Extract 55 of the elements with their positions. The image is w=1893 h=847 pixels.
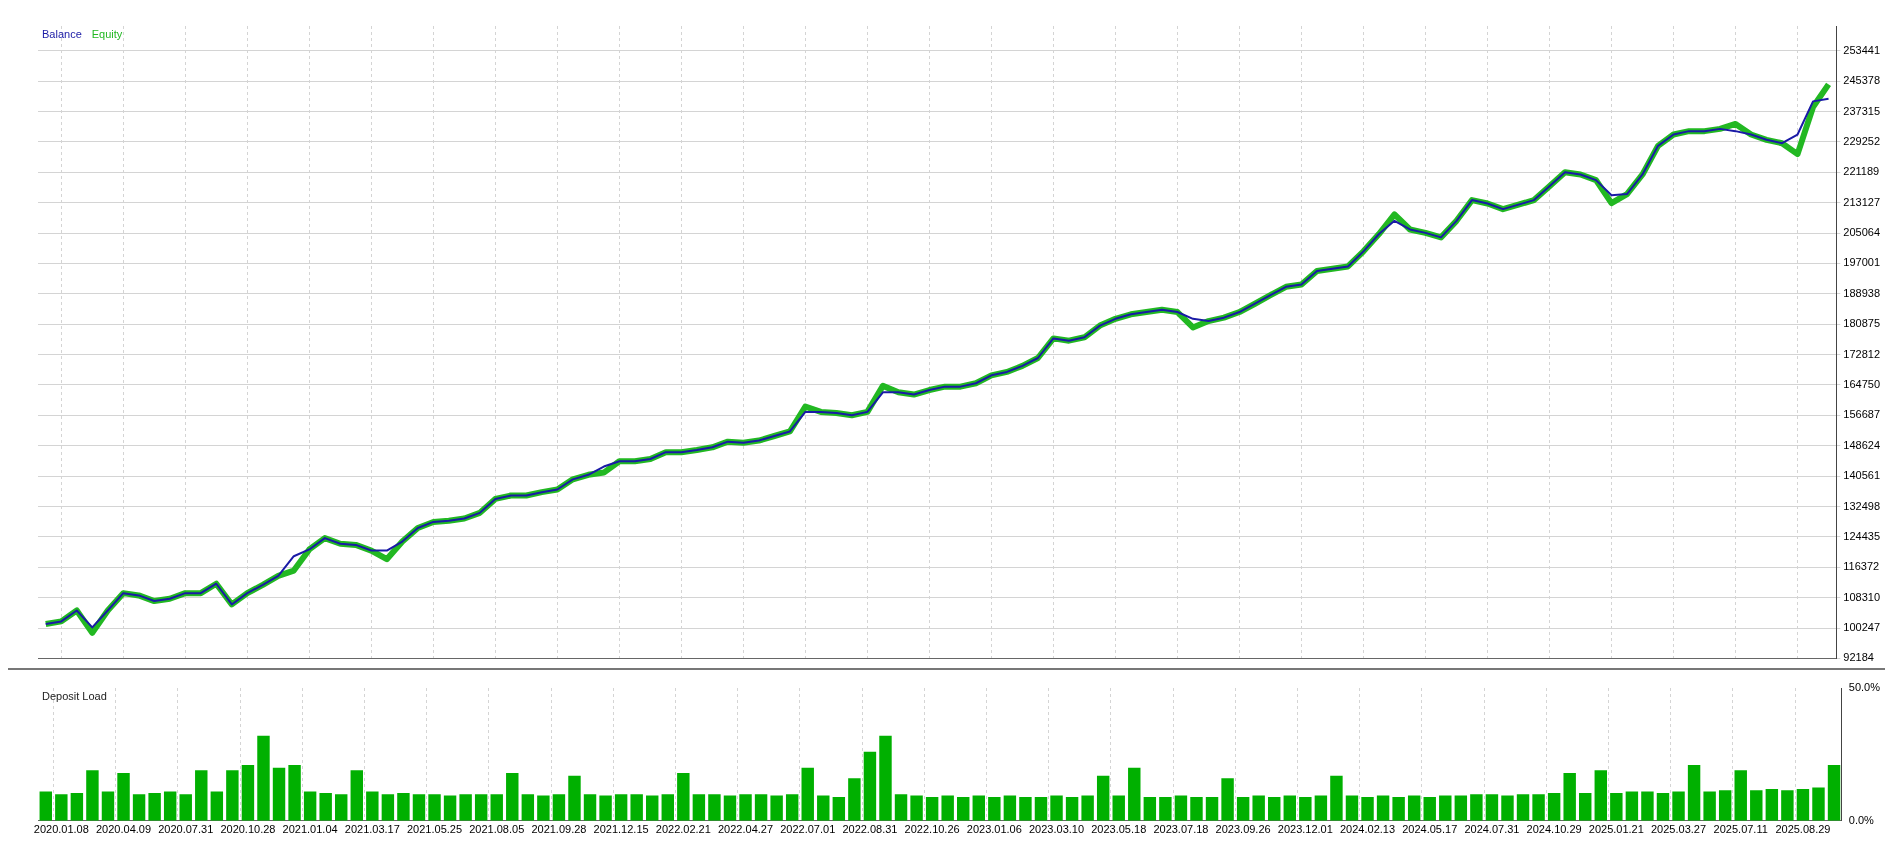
chart-title: Deposit Load [42,689,107,702]
y-tick-label: 180875 [1843,317,1881,330]
x-tick-label: 2020.01.08 [33,823,89,836]
x-tick-label: 2025.03.27 [1651,823,1707,836]
y-tick-label: 172812 [1843,347,1881,360]
x-tick-label: 2022.02.21 [655,823,711,836]
x-tick-label: 2021.01.04 [282,823,338,836]
y-tick-label: 108310 [1843,590,1881,603]
y-tick-label: 132498 [1843,499,1881,512]
x-tick-label: 2025.07.11 [1713,823,1768,836]
x-tick-label: 2023.09.26 [1215,823,1271,836]
y-tick-label: 253441 [1843,43,1881,56]
x-tick-label: 2022.08.31 [842,823,898,836]
x-tick-label: 2021.03.17 [344,823,400,836]
y-tick-label: 116372 [1843,560,1880,573]
x-tick-label: 2020.04.09 [95,823,152,836]
y-tick-label: 221189 [1843,165,1880,178]
y-tick-label: 237315 [1843,104,1881,117]
y-tick-label: 205064 [1843,226,1881,239]
y-tick-label: 213127 [1843,195,1881,208]
x-tick-label: 2022.04.27 [718,823,774,836]
y-tick-label: 0.0% [1848,813,1875,826]
x-tick-label: 2023.03.10 [1029,823,1085,836]
x-tick-label: 2024.07.31 [1464,823,1520,836]
y-tick-label: 245378 [1843,74,1881,87]
y-tick-label: 188938 [1843,286,1881,299]
y-tick-label: 100247 [1843,621,1881,634]
x-tick-label: 2024.02.13 [1340,823,1396,836]
y-tick-label: 124435 [1843,529,1881,542]
x-tick-label: 2023.07.18 [1153,823,1209,836]
y-tick-label: 197001 [1843,256,1881,269]
y-tick-label: 156687 [1843,408,1881,421]
x-tick-label: 2025.08.29 [1775,823,1831,836]
x-tick-label: 2021.05.25 [407,823,463,836]
text: Equity [91,27,123,40]
y-tick-label: 50.0% [1848,681,1881,694]
x-tick-label: 2022.10.26 [904,823,960,836]
y-tick-label: 140561 [1843,469,1881,482]
x-tick-label: 2021.08.05 [469,823,525,836]
x-tick-label: 2021.09.28 [531,823,587,836]
x-tick-label: 2020.07.31 [158,823,214,836]
x-tick-label: 2021.12.15 [593,823,649,836]
y-tick-label: 229252 [1843,134,1881,147]
y-tick-label: 92184 [1843,651,1874,664]
x-tick-label: 2022.07.01 [780,823,836,836]
y-tick-label: 164750 [1843,377,1881,390]
x-tick-label: 2023.12.01 [1277,823,1333,836]
x-tick-label: 2023.01.06 [966,823,1022,836]
x-tick-label: 2020.10.28 [220,823,276,836]
x-tick-label: 2024.10.29 [1526,823,1582,836]
x-tick-label: 2023.05.18 [1091,823,1147,836]
text: Balance [42,27,82,40]
x-tick-label: 2025.01.21 [1588,823,1644,836]
y-tick-label: 148624 [1843,438,1881,451]
x-tick-label: 2024.05.17 [1402,823,1458,836]
